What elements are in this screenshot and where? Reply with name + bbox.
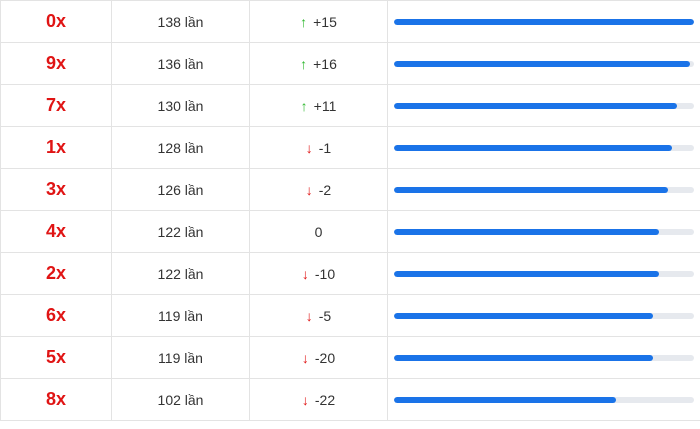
change-value: -20	[314, 349, 336, 366]
arrow-down-icon: ↓	[305, 139, 313, 156]
arrow-up-icon: ↑	[300, 13, 308, 30]
row-change: 0	[249, 210, 388, 253]
table-row: 4x 122 lần 0	[0, 210, 700, 253]
table-row: 6x 119 lần ↓ -5	[0, 294, 700, 337]
row-progress	[387, 126, 700, 169]
row-progress	[387, 336, 700, 379]
row-count: 122 lần	[111, 210, 250, 253]
row-label: 9x	[0, 42, 112, 85]
row-progress	[387, 168, 700, 211]
progress-track	[394, 144, 694, 151]
row-progress	[387, 378, 700, 421]
row-change: ↑ +16	[249, 42, 388, 85]
row-change: ↓ -10	[249, 252, 388, 295]
row-label: 2x	[0, 252, 112, 295]
arrow-down-icon: ↓	[301, 349, 309, 366]
progress-track	[394, 354, 694, 361]
arrow-down-icon: ↓	[305, 307, 313, 324]
table-row: 8x 102 lần ↓ -22	[0, 378, 700, 421]
table-row: 3x 126 lần ↓ -2	[0, 168, 700, 211]
row-count: 119 lần	[111, 294, 250, 337]
change-value: -10	[314, 265, 336, 282]
progress-fill	[394, 312, 653, 319]
row-count: 102 lần	[111, 378, 250, 421]
row-change: ↑ +11	[249, 84, 388, 127]
row-count: 138 lần	[111, 0, 250, 43]
table-row: 7x 130 lần ↑ +11	[0, 84, 700, 127]
progress-fill	[394, 186, 668, 193]
table-row: 5x 119 lần ↓ -20	[0, 336, 700, 379]
progress-track	[394, 228, 694, 235]
progress-track	[394, 18, 694, 25]
row-progress	[387, 42, 700, 85]
row-progress	[387, 294, 700, 337]
row-change: ↓ -1	[249, 126, 388, 169]
row-label: 0x	[0, 0, 112, 43]
progress-track	[394, 270, 694, 277]
row-progress	[387, 0, 700, 43]
row-count: 130 lần	[111, 84, 250, 127]
row-change: ↓ -22	[249, 378, 388, 421]
row-label: 1x	[0, 126, 112, 169]
change-value: +15	[313, 13, 337, 30]
change-value: -1	[318, 139, 332, 156]
arrow-up-icon: ↑	[300, 55, 308, 72]
row-change: ↓ -2	[249, 168, 388, 211]
row-change: ↓ -5	[249, 294, 388, 337]
change-value: +11	[313, 97, 337, 114]
row-label: 8x	[0, 378, 112, 421]
row-progress	[387, 84, 700, 127]
progress-track	[394, 312, 694, 319]
row-change: ↓ -20	[249, 336, 388, 379]
row-count: 126 lần	[111, 168, 250, 211]
row-label: 5x	[0, 336, 112, 379]
progress-fill	[394, 18, 694, 25]
table-row: 0x 138 lần ↑ +15	[0, 0, 700, 43]
change-value: +16	[313, 55, 337, 72]
arrow-down-icon: ↓	[301, 265, 309, 282]
row-label: 4x	[0, 210, 112, 253]
change-value: -2	[318, 181, 332, 198]
change-value: 0	[314, 223, 323, 240]
progress-fill	[394, 144, 673, 151]
arrow-down-icon: ↓	[301, 391, 309, 408]
progress-track	[394, 186, 694, 193]
table-row: 2x 122 lần ↓ -10	[0, 252, 700, 295]
change-value: -5	[318, 307, 332, 324]
progress-fill	[394, 60, 690, 67]
progress-fill	[394, 270, 660, 277]
arrow-down-icon: ↓	[305, 181, 313, 198]
change-value: -22	[314, 391, 336, 408]
progress-track	[394, 396, 694, 403]
progress-fill	[394, 354, 653, 361]
row-count: 136 lần	[111, 42, 250, 85]
progress-fill	[394, 228, 660, 235]
table-row: 1x 128 lần ↓ -1	[0, 126, 700, 169]
row-count: 122 lần	[111, 252, 250, 295]
row-progress	[387, 252, 700, 295]
row-count: 119 lần	[111, 336, 250, 379]
row-label: 3x	[0, 168, 112, 211]
progress-fill	[394, 102, 677, 109]
row-count: 128 lần	[111, 126, 250, 169]
progress-fill	[394, 396, 616, 403]
table-row: 9x 136 lần ↑ +16	[0, 42, 700, 85]
row-progress	[387, 210, 700, 253]
arrow-up-icon: ↑	[300, 97, 308, 114]
progress-track	[394, 60, 694, 67]
progress-track	[394, 102, 694, 109]
row-label: 6x	[0, 294, 112, 337]
row-change: ↑ +15	[249, 0, 388, 43]
row-label: 7x	[0, 84, 112, 127]
